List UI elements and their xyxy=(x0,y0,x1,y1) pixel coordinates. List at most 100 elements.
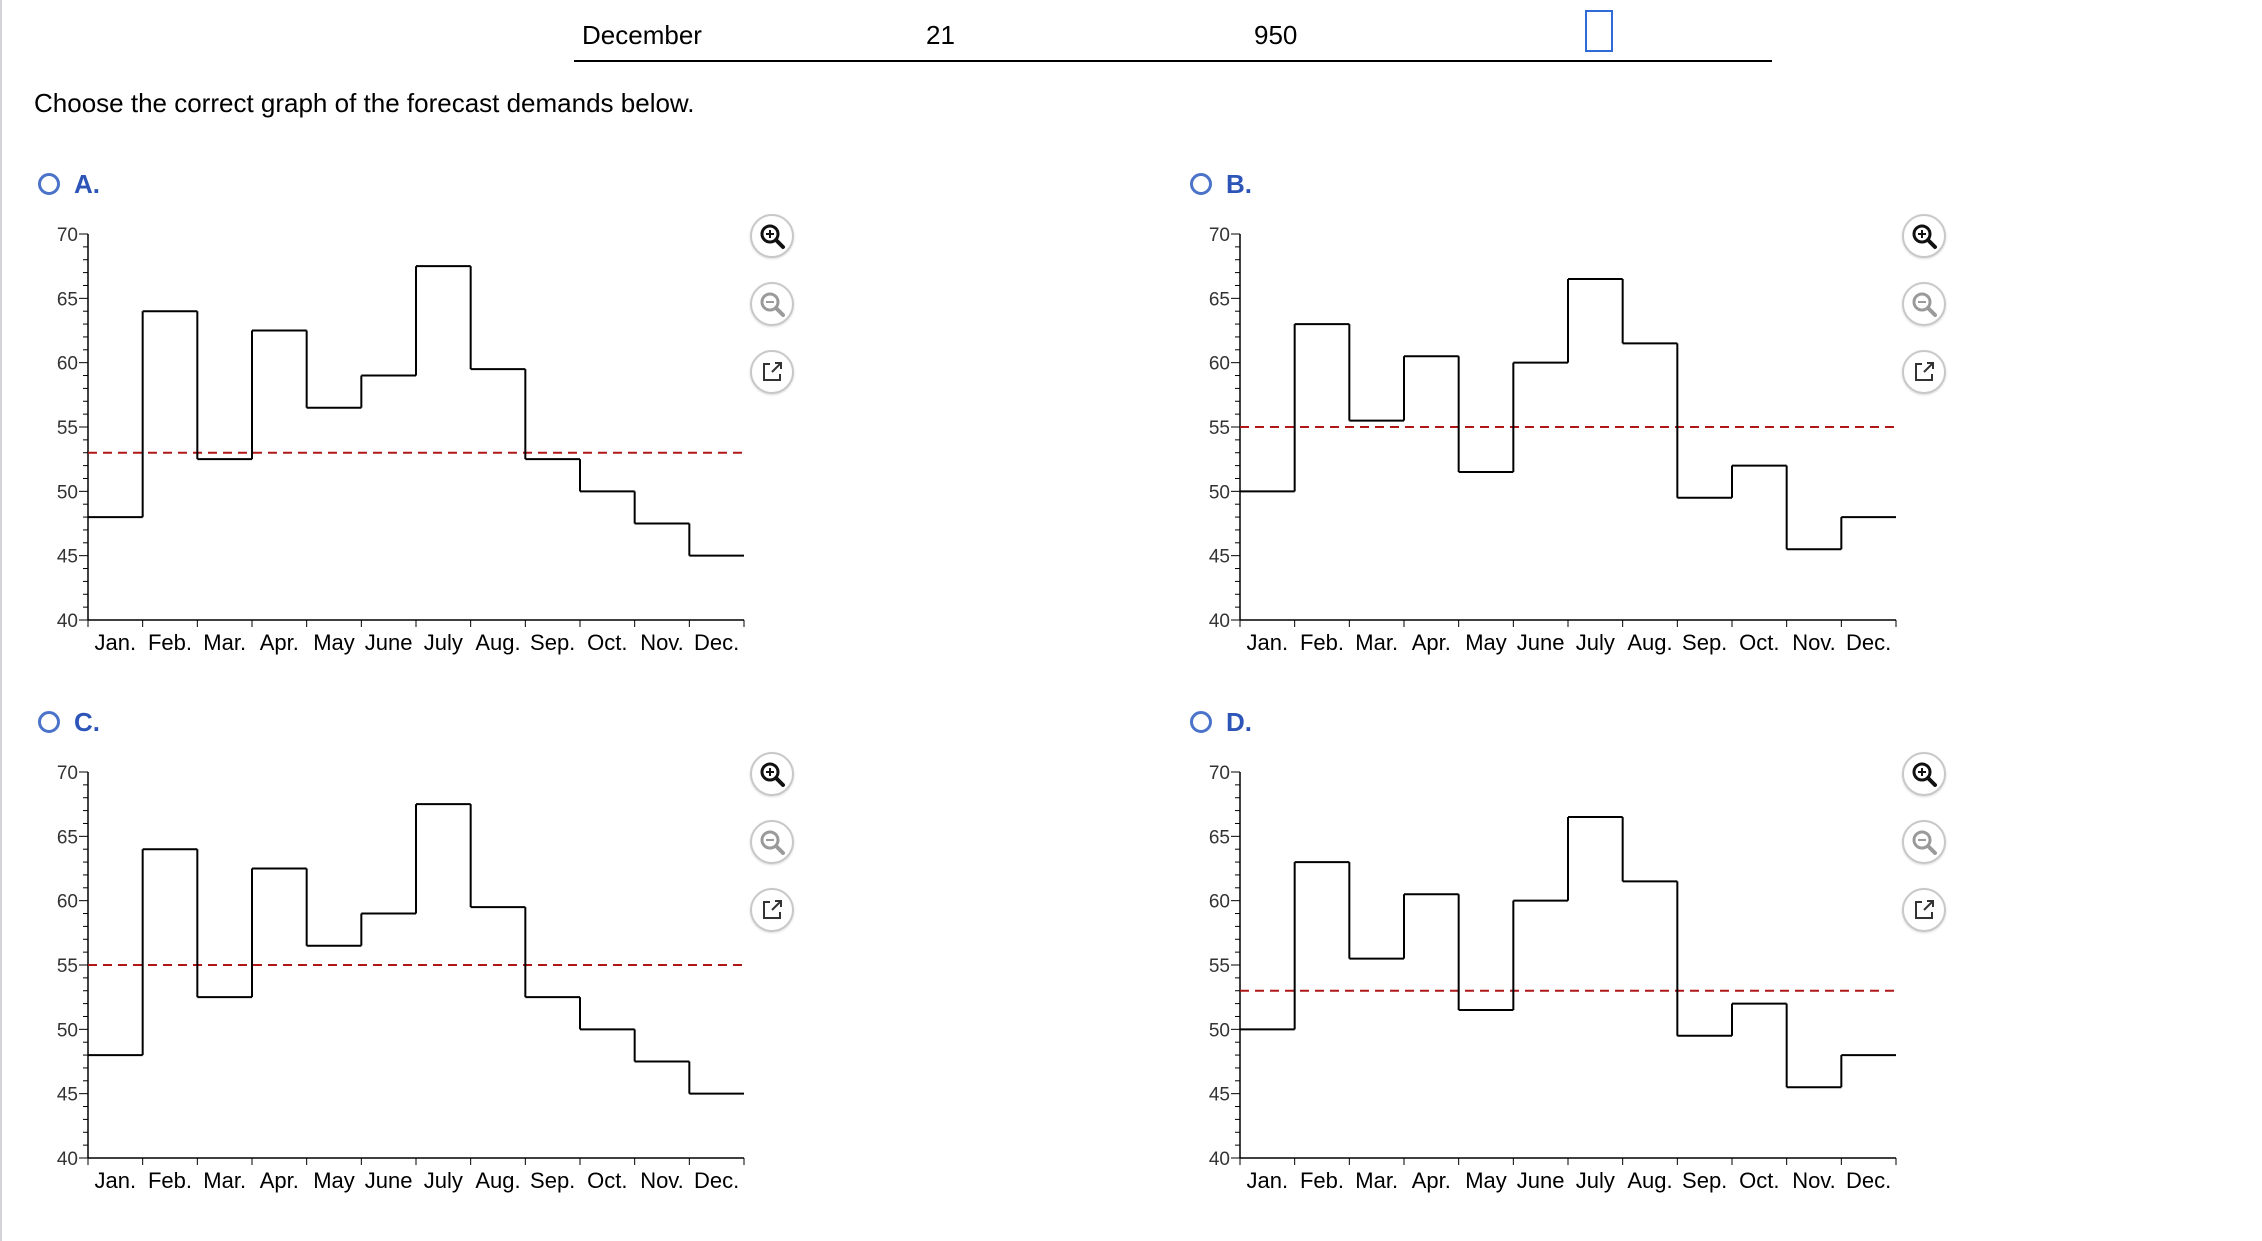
option-b-zoom-in-button[interactable] xyxy=(1902,214,1946,258)
option-a-radio[interactable] xyxy=(38,173,60,195)
x-tick-label: Oct. xyxy=(587,630,627,655)
x-tick-label: Feb. xyxy=(1300,630,1344,655)
y-tick-label: 60 xyxy=(1209,892,1230,913)
x-tick-label: Feb. xyxy=(148,1168,192,1193)
option-a-zoom-out-button[interactable] xyxy=(750,282,794,326)
option-d-zoom-out-button[interactable] xyxy=(1902,820,1946,864)
option-a-zoom-in-button[interactable] xyxy=(750,214,794,258)
option-d-label: D. xyxy=(1226,706,1252,737)
x-tick-label: May xyxy=(1465,630,1507,655)
y-tick-label: 65 xyxy=(1209,827,1230,848)
zoom-in-icon xyxy=(1912,224,1937,249)
forecast-answer-input[interactable] xyxy=(1585,10,1613,52)
option-b-popout-button[interactable] xyxy=(1902,350,1946,394)
external-link-icon xyxy=(1915,900,1934,919)
x-tick-label: Aug. xyxy=(475,630,520,655)
zoom-out-icon xyxy=(1912,292,1937,317)
x-tick-label: Apr. xyxy=(260,1168,299,1193)
x-tick-label: Sep. xyxy=(530,1168,575,1193)
y-tick-label: 40 xyxy=(1209,611,1230,632)
x-tick-label: Aug. xyxy=(1627,1168,1672,1193)
x-tick-label: Oct. xyxy=(1739,630,1779,655)
option-d-radio[interactable] xyxy=(1190,711,1212,733)
y-tick-label: 60 xyxy=(1209,354,1230,375)
x-tick-label: Nov. xyxy=(1792,1168,1836,1193)
external-link-icon xyxy=(763,900,782,919)
x-tick-label: July xyxy=(424,1168,463,1193)
y-tick-label: 45 xyxy=(1209,1085,1230,1106)
x-tick-label: Jan. xyxy=(1247,630,1289,655)
option-d-popout-button[interactable] xyxy=(1902,888,1946,932)
x-tick-label: Mar. xyxy=(203,630,246,655)
y-tick-label: 70 xyxy=(57,763,78,784)
y-tick-label: 55 xyxy=(1209,956,1230,977)
x-tick-label: May xyxy=(1465,1168,1507,1193)
y-tick-label: 70 xyxy=(57,225,78,246)
option-c: C. 40 45 50 55 60 65 70 Jan. Feb. Mar. Apr. May June… xyxy=(38,702,1158,1222)
option-c-zoom-in-button[interactable] xyxy=(750,752,794,796)
zoom-out-icon xyxy=(760,292,785,317)
x-tick-label: Aug. xyxy=(1627,630,1672,655)
y-tick-label: 45 xyxy=(57,1085,78,1106)
y-tick-label: 50 xyxy=(57,482,78,503)
x-tick-label: July xyxy=(1576,1168,1615,1193)
x-tick-label: Oct. xyxy=(1739,1168,1779,1193)
y-tick-label: 55 xyxy=(57,956,78,977)
option-a: A. 40 45 50 55 60 65 70 Jan. Feb. Mar. Apr. May June… xyxy=(38,164,1158,684)
option-a-select[interactable]: A. xyxy=(38,164,100,204)
option-c-label: C. xyxy=(74,706,100,737)
x-tick-label: Sep. xyxy=(1682,630,1727,655)
period-cell: 21 xyxy=(926,20,955,50)
option-c-popout-button[interactable] xyxy=(750,888,794,932)
option-b-zoom-out-button[interactable] xyxy=(1902,282,1946,326)
option-a-popout-button[interactable] xyxy=(750,350,794,394)
x-tick-label: July xyxy=(1576,630,1615,655)
option-b-select[interactable]: B. xyxy=(1190,164,1252,204)
x-tick-label: Apr. xyxy=(260,630,299,655)
y-tick-label: 50 xyxy=(1209,482,1230,503)
option-b-radio[interactable] xyxy=(1190,173,1212,195)
x-tick-label: Dec. xyxy=(1846,630,1891,655)
y-tick-label: 55 xyxy=(1209,418,1230,439)
x-tick-label: Mar. xyxy=(1355,1168,1398,1193)
y-tick-label: 50 xyxy=(57,1020,78,1041)
zoom-in-icon xyxy=(760,762,785,787)
y-tick-label: 60 xyxy=(57,354,78,375)
x-tick-label: Dec. xyxy=(694,630,739,655)
y-tick-label: 70 xyxy=(1209,763,1230,784)
x-tick-label: Aug. xyxy=(475,1168,520,1193)
x-tick-label: Jan. xyxy=(95,630,137,655)
option-c-select[interactable]: C. xyxy=(38,702,100,742)
data-table-row: December 21 950 xyxy=(574,0,1772,62)
option-c-radio[interactable] xyxy=(38,711,60,733)
y-tick-label: 60 xyxy=(57,892,78,913)
x-tick-label: June xyxy=(365,1168,413,1193)
zoom-in-icon xyxy=(1912,762,1937,787)
y-tick-label: 40 xyxy=(1209,1149,1230,1170)
y-tick-label: 45 xyxy=(1209,547,1230,568)
option-b-label: B. xyxy=(1226,168,1252,199)
demand-cell: 950 xyxy=(1254,20,1298,50)
option-d-select[interactable]: D. xyxy=(1190,702,1252,742)
y-tick-label: 40 xyxy=(57,1149,78,1170)
x-tick-label: June xyxy=(1517,630,1565,655)
question-prompt: Choose the correct graph of the forecast… xyxy=(34,88,695,118)
x-tick-label: Nov. xyxy=(640,1168,684,1193)
y-tick-label: 65 xyxy=(57,289,78,310)
y-tick-label: 65 xyxy=(57,827,78,848)
option-d: D. 40 45 50 55 60 65 70 Jan. Feb. Mar. Apr. May June… xyxy=(1190,702,2262,1222)
x-tick-label: Nov. xyxy=(640,630,684,655)
option-c-chart: 40 45 50 55 60 65 70 Jan. Feb. Mar. Apr. May June Jul… xyxy=(57,763,745,1193)
x-tick-label: Dec. xyxy=(1846,1168,1891,1193)
external-link-icon xyxy=(1915,362,1934,381)
option-d-zoom-in-button[interactable] xyxy=(1902,752,1946,796)
x-tick-label: Oct. xyxy=(587,1168,627,1193)
y-tick-label: 40 xyxy=(57,611,78,632)
x-tick-label: Mar. xyxy=(1355,630,1398,655)
x-tick-label: Sep. xyxy=(1682,1168,1727,1193)
option-b: B. 40 45 50 55 60 65 70 Jan. Feb. Mar. Apr. May June… xyxy=(1190,164,2262,684)
x-tick-label: Jan. xyxy=(95,1168,137,1193)
x-tick-label: June xyxy=(1517,1168,1565,1193)
x-tick-label: Nov. xyxy=(1792,630,1836,655)
option-c-zoom-out-button[interactable] xyxy=(750,820,794,864)
